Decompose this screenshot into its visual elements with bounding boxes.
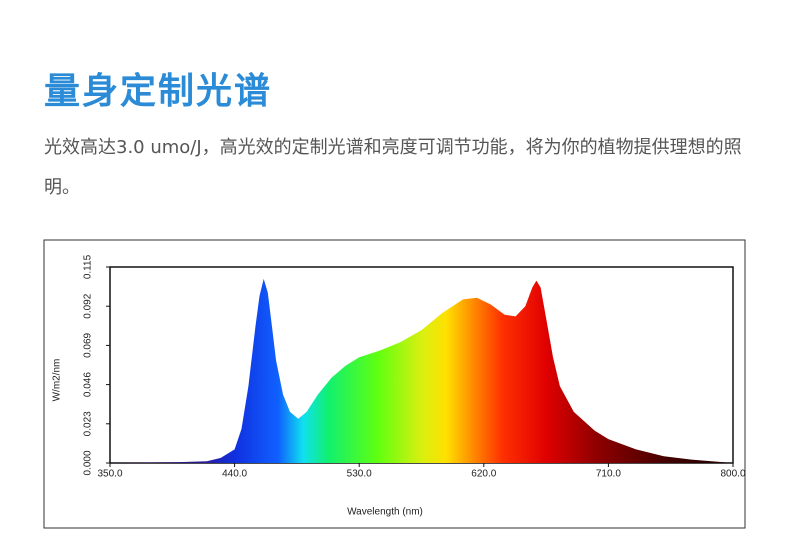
y-tick-label: 0.069 (83, 332, 94, 357)
y-tick-label: 0.092 (83, 293, 94, 318)
y-axis-label: W/m2/nm (52, 359, 63, 402)
spectrum-area (110, 278, 733, 463)
x-tick-label: 350.0 (97, 469, 122, 480)
x-tick-label: 710.0 (596, 469, 621, 480)
x-tick-label: 620.0 (471, 469, 496, 480)
y-tick-label: 0.046 (83, 372, 94, 397)
page-title: 量身定制光谱 (44, 71, 273, 112)
y-tick-label: 0.115 (83, 254, 94, 279)
x-tick-label: 440.0 (222, 469, 247, 480)
chart-frame (43, 239, 746, 529)
x-tick-label: 530.0 (347, 469, 372, 480)
y-tick-label: 0.000 (83, 450, 94, 475)
description: 光效高达3.0 umo/J，高光效的定制光谱和亮度可调节功能，将为你的植物提供理… (44, 137, 742, 198)
x-axis-label: Wavelength (nm) (347, 507, 423, 518)
y-tick-label: 0.023 (83, 411, 94, 436)
x-tick-label: 800.0 (720, 469, 745, 480)
